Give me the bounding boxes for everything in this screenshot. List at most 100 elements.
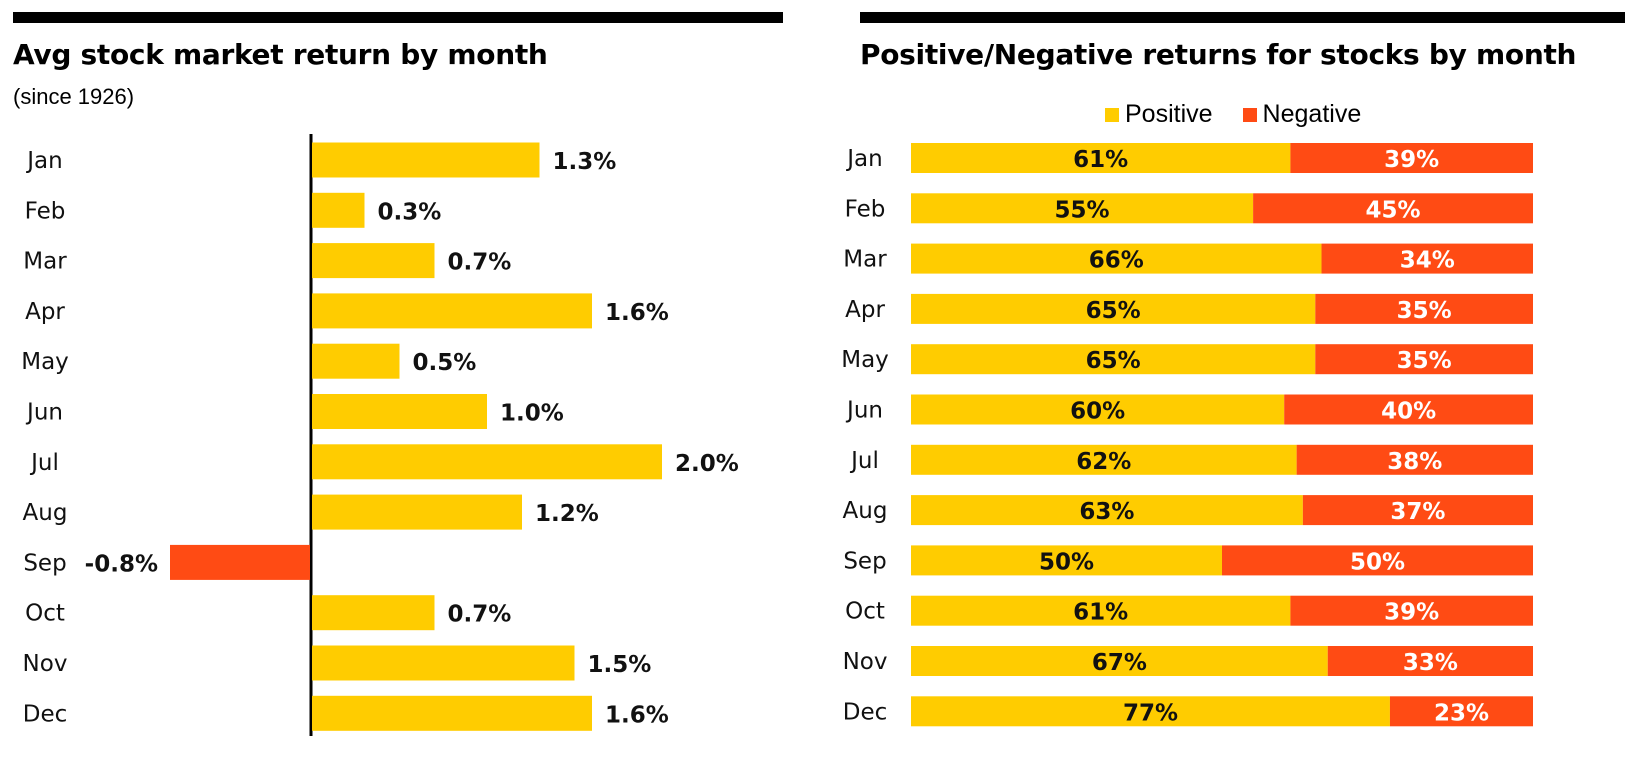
bar-negative <box>1327 646 1533 676</box>
data-label: -0.8% <box>85 551 158 577</box>
bar-negative <box>1302 495 1533 526</box>
bar <box>170 544 310 580</box>
data-label-positive: 62% <box>1076 449 1131 475</box>
pos-neg-stacked-bar-chart: Jan 61% 39% Feb 55% 45% Mar 66% 34% Apr 65% 35% May 6… <box>841 143 1533 727</box>
data-label: 0.7% <box>448 602 512 628</box>
data-label: 1.6% <box>605 300 669 326</box>
bar <box>312 394 487 429</box>
bar-positive <box>911 293 1316 324</box>
data-label-negative: 34% <box>1400 248 1455 274</box>
data-label-negative: 35% <box>1397 298 1452 324</box>
data-label: 0.3% <box>378 199 442 225</box>
bar-positive <box>911 646 1328 676</box>
bar-positive <box>911 193 1254 224</box>
bar-negative <box>1290 595 1533 626</box>
chart-title: Avg stock market return by month <box>13 38 548 71</box>
bar-positive <box>911 444 1297 475</box>
legend-swatch-negative <box>1242 107 1257 122</box>
data-label-positive: 55% <box>1055 197 1110 223</box>
data-label-positive: 63% <box>1079 499 1134 525</box>
bar-positive <box>911 595 1291 626</box>
data-label-positive: 50% <box>1039 549 1094 575</box>
bar-positive <box>911 243 1322 274</box>
bar-negative <box>1321 243 1533 274</box>
chart-subtitle: (since 1926) <box>13 84 135 109</box>
month-label: Sep <box>843 548 886 574</box>
month-label: Jan <box>845 146 882 172</box>
bar-negative <box>1315 344 1533 375</box>
bar <box>312 695 592 731</box>
bar <box>312 494 522 530</box>
bar-positive <box>911 495 1303 526</box>
month-label: Aug <box>843 498 888 524</box>
data-label-positive: 65% <box>1086 298 1141 324</box>
month-label: Jan <box>25 148 62 174</box>
data-label-negative: 38% <box>1387 449 1442 475</box>
bar-negative <box>1284 394 1533 425</box>
month-label: Oct <box>25 601 65 627</box>
avg-return-bar-chart: Jan 1.3% Feb 0.3% Mar 0.7% Apr 1.6% May 0.5% Jun 1.… <box>21 134 739 736</box>
legend-item-positive: Positive <box>1105 100 1213 129</box>
data-label: 1.2% <box>535 501 599 527</box>
month-label: Jul <box>29 450 59 476</box>
bar <box>312 293 592 329</box>
month-label: Jun <box>25 400 63 426</box>
data-label: 1.0% <box>500 401 564 427</box>
data-label: 1.6% <box>605 702 669 728</box>
bar-positive <box>911 696 1390 727</box>
bar <box>312 444 662 480</box>
month-label: Mar <box>23 249 67 275</box>
month-label: Apr <box>845 297 885 323</box>
bar-negative <box>1389 696 1533 727</box>
data-label: 1.3% <box>553 149 617 175</box>
bar <box>312 192 365 228</box>
pos-neg-chart-panel: Positive/Negative returns for stocks by … <box>841 0 1638 784</box>
legend-label-negative: Negative <box>1262 100 1362 128</box>
data-label-negative: 33% <box>1403 650 1458 676</box>
bar-positive <box>911 143 1291 173</box>
bar <box>312 645 575 681</box>
bar <box>312 343 400 379</box>
month-label: Feb <box>845 196 886 222</box>
legend: Positive Negative <box>1105 100 1391 129</box>
month-label: Jun <box>845 398 883 424</box>
bar <box>312 243 435 279</box>
data-label-positive: 65% <box>1086 348 1141 374</box>
month-label: May <box>841 347 889 373</box>
data-label: 0.5% <box>413 350 477 376</box>
data-label-negative: 39% <box>1384 600 1439 626</box>
month-label: Aug <box>23 500 68 526</box>
bar <box>312 595 435 631</box>
data-label-negative: 39% <box>1384 147 1439 173</box>
month-label: Feb <box>25 198 66 224</box>
legend-swatch-positive <box>1105 107 1119 122</box>
data-label-negative: 23% <box>1434 700 1489 726</box>
legend-label-positive: Positive <box>1125 100 1213 128</box>
month-label: May <box>21 349 69 375</box>
bar-negative <box>1296 444 1533 475</box>
bar-positive <box>911 394 1285 425</box>
data-label-positive: 77% <box>1123 700 1178 726</box>
month-label: Oct <box>845 599 885 625</box>
bar <box>312 142 540 178</box>
bar-positive <box>911 344 1316 375</box>
month-label: Nov <box>23 651 68 677</box>
data-label: 2.0% <box>675 451 739 477</box>
data-label-negative: 45% <box>1366 197 1421 223</box>
month-label: Nov <box>843 649 888 675</box>
data-label-positive: 67% <box>1092 650 1147 676</box>
bar-negative <box>1222 545 1533 576</box>
avg-return-chart-panel: Avg stock market return by month (since … <box>13 0 783 784</box>
top-rule <box>13 12 783 23</box>
month-label: Jul <box>849 448 879 474</box>
data-label-positive: 61% <box>1073 147 1128 173</box>
legend-item-negative: Negative <box>1242 100 1362 129</box>
top-rule <box>860 12 1625 23</box>
month-label: Sep <box>23 550 66 576</box>
month-label: Dec <box>23 701 68 727</box>
bar-negative <box>1290 143 1533 173</box>
data-label-positive: 60% <box>1070 399 1125 425</box>
data-label-negative: 35% <box>1397 348 1452 374</box>
data-label-positive: 66% <box>1089 248 1144 274</box>
month-label: Apr <box>25 299 65 325</box>
